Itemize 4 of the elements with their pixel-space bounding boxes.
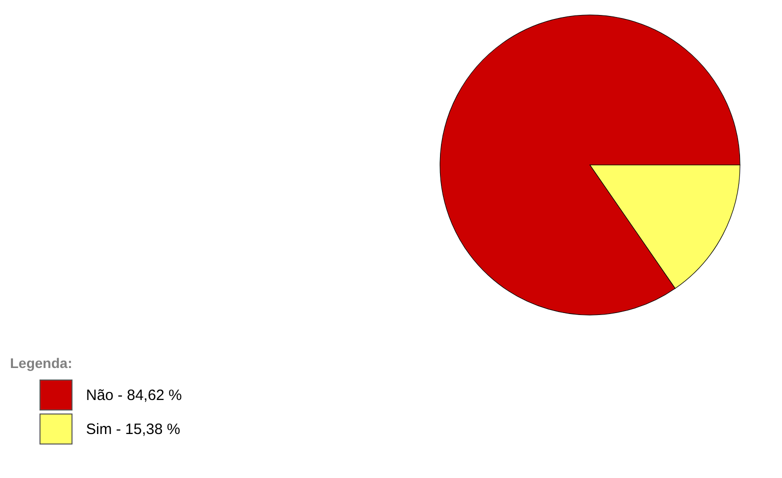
legend-label: Sim - 15,38 % xyxy=(86,421,180,438)
pie-slice xyxy=(440,14,740,316)
legend-label: Não - 84,62 % xyxy=(86,387,182,404)
legend-title: Legenda: xyxy=(10,355,72,371)
